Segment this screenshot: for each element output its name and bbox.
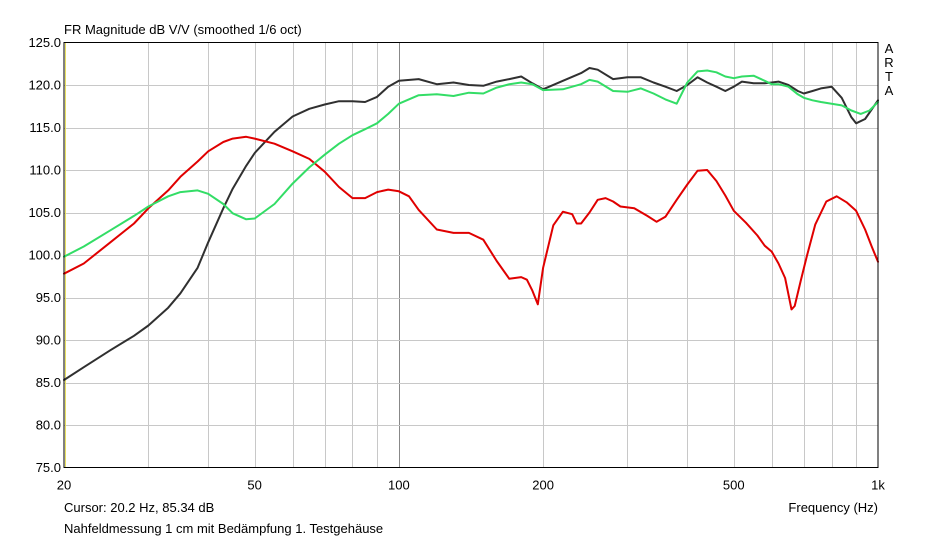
- arta-watermark: A R T A: [883, 42, 895, 98]
- tick-labels: 75.0 80.0 85.0 90.0 95.0 100.0 105.0 110.0 115.0…: [28, 35, 885, 493]
- y-tick-label: 90.0: [36, 333, 61, 348]
- y-tick-label: 100.0: [28, 248, 61, 263]
- series-lines: [63, 67, 879, 381]
- grid: [64, 42, 878, 468]
- series-line: [63, 135, 879, 311]
- cursor-readout: Cursor: 20.2 Hz, 85.34 dB: [64, 500, 215, 515]
- x-tick-label: 1k: [871, 478, 885, 493]
- y-tick-label: 110.0: [29, 163, 61, 178]
- y-tick-label: 85.0: [36, 375, 61, 390]
- x-tick-label: 100: [388, 478, 410, 493]
- arta-letter: T: [885, 69, 893, 84]
- y-tick-label: 105.0: [28, 205, 61, 220]
- x-tick-label: 20: [57, 478, 71, 493]
- x-tick-label: 500: [723, 478, 745, 493]
- arta-letter: A: [884, 41, 894, 56]
- y-tick-label: 75.0: [36, 460, 61, 475]
- measurement-note: Nahfeldmessung 1 cm mit Bedämpfung 1. Te…: [64, 521, 384, 536]
- x-axis-label: Frequency (Hz): [788, 500, 878, 515]
- plot-frame: [63, 42, 879, 468]
- series-line: [63, 69, 879, 258]
- y-tick-label: 120.0: [28, 78, 61, 93]
- y-tick-label: 95.0: [36, 290, 61, 305]
- arta-letter: A: [884, 83, 894, 98]
- x-tick-label: 50: [247, 478, 261, 493]
- y-tick-label: 115.0: [29, 120, 61, 135]
- arta-letter: R: [884, 55, 894, 70]
- chart-title: FR Magnitude dB V/V (smoothed 1/6 oct): [64, 22, 302, 37]
- y-tick-label: 125.0: [28, 35, 61, 50]
- x-tick-label: 200: [532, 478, 554, 493]
- series-line: [63, 67, 879, 381]
- y-tick-label: 80.0: [36, 418, 61, 433]
